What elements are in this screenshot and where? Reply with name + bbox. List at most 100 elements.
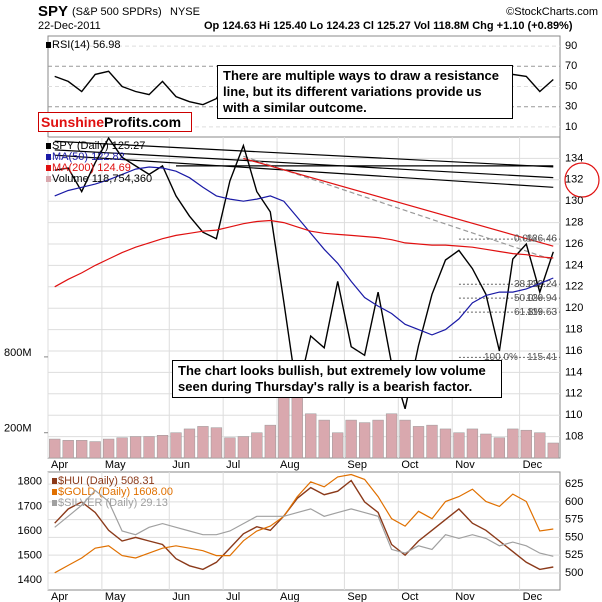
volume-bar — [278, 394, 290, 459]
volume-bar — [170, 432, 182, 459]
series-line — [54, 479, 554, 571]
fib-label: 61.8% — [514, 307, 542, 318]
volume-bar — [318, 419, 330, 459]
trendline — [243, 157, 554, 247]
highlight-circle — [564, 162, 600, 198]
quote: Op 124.63 Hi 125.40 Lo 124.23 Cl 125.27 … — [204, 20, 573, 32]
series-line — [54, 219, 554, 288]
fib-value: 115.41 — [527, 352, 557, 363]
legend-swatch — [46, 165, 51, 171]
logo: SunshineProfits.com — [38, 112, 192, 132]
volume-bar — [62, 440, 74, 459]
y-tick-label: 50 — [565, 80, 577, 92]
legend-entry: MA(200) 124.69 — [52, 162, 131, 174]
volume-tick-label: 800M — [4, 347, 32, 359]
y-tick-label: 124 — [565, 259, 583, 271]
volume-bar — [520, 429, 532, 459]
fib-label: 100.0% — [484, 352, 518, 363]
volume-bar — [237, 436, 250, 459]
plot-area — [47, 136, 561, 459]
volume-bar — [493, 437, 506, 459]
x-tick-label: Aug — [280, 459, 300, 471]
legend-swatch — [52, 478, 57, 484]
volume-bar — [385, 413, 398, 459]
date: 22-Dec-2011 — [38, 20, 101, 32]
y-tick-label: 1400 — [18, 574, 42, 586]
legend-entry: MA(50) 122.82 — [52, 151, 125, 163]
y-tick-label: 30 — [565, 101, 577, 113]
volume-bar — [332, 432, 344, 459]
y-tick-label: 10 — [565, 121, 577, 133]
legend-swatch — [46, 154, 51, 160]
y-tick-label: 108 — [565, 431, 583, 443]
volume-bar — [426, 424, 438, 459]
volume-bar — [224, 437, 236, 459]
logo-part: Sunshine — [41, 114, 105, 130]
volume-tick-label: 200M — [4, 423, 32, 435]
fib-label: 38.2% — [514, 279, 542, 290]
y-tick-label: 134 — [565, 152, 583, 164]
fib-label: 0.0% — [514, 234, 537, 245]
volume-bar — [412, 426, 425, 459]
y-tick-label: 118 — [565, 324, 583, 336]
x-tick-label: May — [105, 459, 126, 471]
y-tick-label: 500 — [565, 567, 583, 579]
x-tick-label: Apr — [51, 459, 68, 471]
x-tick-label: Nov — [455, 459, 475, 471]
legend-swatch — [46, 42, 51, 48]
legend-entry: Volume 118,754,360 — [52, 173, 152, 185]
volume-bar — [264, 424, 276, 459]
security-name: (S&P 500 SPDRs) — [72, 6, 162, 18]
legend-swatch — [46, 176, 51, 182]
y-tick-label: 132 — [565, 174, 583, 186]
legend-swatch — [52, 500, 57, 506]
series-line — [54, 473, 554, 574]
legend-swatch — [46, 143, 51, 149]
y-tick-label: 116 — [565, 345, 583, 357]
volume-bar — [102, 438, 115, 459]
volume-bar — [439, 428, 452, 459]
fib-value: 126.46 — [526, 234, 557, 245]
x-tick-label: Jul — [226, 459, 240, 471]
volume-bar — [49, 438, 61, 459]
annotation: There are multiple ways to draw a resist… — [217, 65, 513, 119]
x-tick-label: Sep — [347, 591, 367, 602]
trendline — [243, 155, 554, 261]
y-tick-label: 126 — [565, 238, 583, 250]
y-tick-label: 1500 — [18, 549, 42, 561]
volume-bar — [466, 428, 479, 459]
fib-value: 119.63 — [527, 307, 557, 318]
volume-bar — [305, 413, 317, 459]
trendline — [54, 149, 554, 179]
volume-bar — [547, 442, 559, 459]
trendline — [54, 140, 554, 168]
y-tick-label: 550 — [565, 531, 583, 543]
fib-value: 120.94 — [526, 293, 557, 304]
x-tick-label: Jun — [172, 459, 190, 471]
y-tick-label: 122 — [565, 281, 583, 293]
volume-bar — [453, 432, 465, 459]
fib-label: 50.0% — [514, 293, 542, 304]
legend-entry: $SILVER (Daily) 29.13 — [58, 497, 168, 509]
y-tick-label: 130 — [565, 195, 583, 207]
volume-bar — [480, 433, 492, 459]
exchange: NYSE — [170, 6, 200, 18]
x-tick-label: Apr — [51, 591, 68, 602]
trendline — [54, 154, 554, 188]
volume-bar — [156, 434, 169, 459]
y-tick-label: 128 — [565, 217, 583, 229]
volume-bar — [197, 426, 209, 459]
logo-part: Profits.com — [104, 114, 182, 130]
volume-bar — [210, 427, 223, 459]
annotation: The chart looks bullish, but extremely l… — [172, 360, 502, 398]
series-line — [54, 489, 554, 557]
volume-bar — [399, 419, 411, 459]
volume-bar — [534, 432, 546, 459]
volume-bar — [89, 441, 101, 459]
volume-bar — [358, 422, 371, 459]
y-tick-label: 625 — [565, 478, 583, 490]
y-tick-label: 90 — [565, 40, 577, 52]
volume-bar — [507, 428, 519, 459]
series-line — [54, 166, 554, 336]
